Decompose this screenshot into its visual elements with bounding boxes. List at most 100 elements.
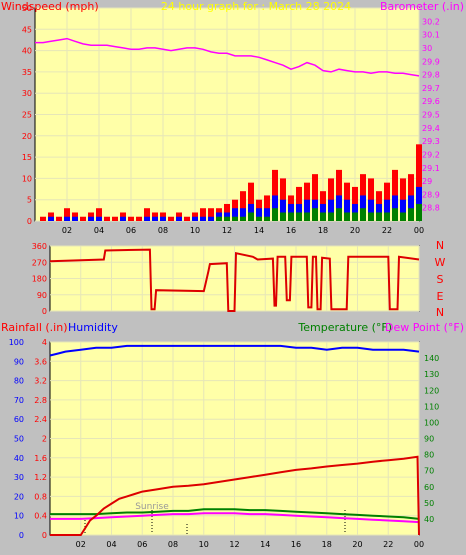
- wind-avg-bar: [344, 199, 350, 221]
- x-tick-label: 02: [62, 226, 72, 235]
- temperature-axis-title: Temperature (°F): [297, 321, 392, 334]
- wind-light-bar: [352, 212, 358, 221]
- x-tick-label: 00: [414, 226, 424, 235]
- panel3-x-ticks: 02 04 06 08 10 12 14 16 18 20 22 00: [76, 540, 424, 549]
- barometer-tick-label: 29.1: [422, 164, 440, 173]
- wind-gust-bar: [136, 216, 142, 221]
- rain-tick-label: 2.8: [34, 396, 47, 405]
- x-tick-label: 16: [286, 226, 296, 235]
- humidity-tick-label: 60: [14, 415, 24, 424]
- wind-gust-bar: [40, 216, 46, 221]
- direction-tick-label: 360: [32, 242, 47, 251]
- wind-avg-bar: [328, 199, 334, 221]
- wind-avg-bar: [208, 216, 214, 221]
- panel1-x-ticks: 02 04 06 08 10 12 14 16 18 20 22 00: [62, 226, 424, 235]
- barometer-tick-label: 29.9: [422, 57, 440, 66]
- wind-avg-bar: [304, 199, 310, 221]
- humidity-tick-label: 80: [14, 377, 24, 386]
- rain-tick-label: 4: [42, 338, 47, 347]
- x-tick-label: 16: [291, 540, 301, 549]
- x-tick-label: 06: [137, 540, 147, 549]
- wind-avg-bar: [72, 216, 78, 221]
- wind-light-bar: [296, 212, 302, 221]
- humidity-tick-label: 40: [14, 454, 24, 463]
- wind-avg-bar: [120, 216, 126, 221]
- temperature-tick-label: 60: [424, 483, 434, 492]
- wind-avg-bar: [368, 199, 374, 221]
- wind-avg-bar: [200, 216, 206, 221]
- dir-label-n-bottom: N: [436, 306, 444, 319]
- x-tick-label: 04: [94, 226, 104, 235]
- wind-direction-line: [49, 248, 420, 312]
- wind-light-bar: [256, 216, 262, 221]
- sunrise-label: Sunrise: [135, 502, 169, 512]
- wind-light-bar: [288, 212, 294, 221]
- rain-axis-ticks: 0 0.4 0.8 1.2 1.6 2 2.4 2.8 3.2 3.6 4: [34, 338, 47, 540]
- wind-gust-bar: [296, 186, 302, 221]
- wind-gust-bar: [112, 216, 118, 221]
- wind-light-bar: [224, 216, 230, 221]
- windspeed-tick-label: 45: [22, 25, 32, 34]
- direction-tick-label: 270: [32, 258, 47, 267]
- wind-avg-bar: [264, 208, 270, 221]
- humidity-tick-label: 10: [14, 512, 24, 521]
- humidity-axis-ticks: 0 10 20 30 40 50 60 70 80 90 100: [9, 338, 24, 540]
- wind-avg-bar: [152, 216, 158, 221]
- barometer-tick-label: 29.7: [422, 84, 440, 93]
- rain-tick-label: 2.4: [34, 415, 47, 424]
- wind-avg-bar: [240, 208, 246, 221]
- temperature-tick-label: 110: [424, 402, 439, 411]
- windspeed-axis-title: Windspeed (mph): [1, 0, 99, 13]
- rain-tick-label: 3.2: [34, 377, 47, 386]
- wind-gust-bar: [96, 208, 102, 221]
- wind-avg-bar: [400, 199, 406, 221]
- windspeed-tick-label: 20: [22, 132, 32, 141]
- wind-avg-bar: [256, 208, 262, 221]
- wind-gust-bar: [184, 216, 190, 221]
- wind-light-bar: [400, 212, 406, 221]
- x-tick-label: 22: [382, 226, 392, 235]
- x-tick-label: 04: [106, 540, 116, 549]
- wind-gust-bar: [128, 216, 134, 221]
- windspeed-tick-label: 0: [27, 217, 32, 226]
- rain-tick-label: 2: [42, 435, 47, 444]
- wind-gust-bar: [144, 208, 150, 221]
- barometer-tick-label: 29.6: [422, 97, 440, 106]
- barometer-tick-label: 29.3: [422, 137, 440, 146]
- humidity-tick-label: 30: [14, 473, 24, 482]
- wind-light-bar: [264, 216, 270, 221]
- barometer-tick-label: 30.2: [422, 17, 440, 26]
- rain-tick-label: 1.6: [34, 454, 47, 463]
- wind-avg-bar: [176, 216, 182, 221]
- temperature-tick-label: 130: [424, 370, 439, 379]
- wind-light-bar: [280, 212, 286, 221]
- rain-tick-label: 0: [42, 531, 47, 540]
- direction-labels: N W S E N: [435, 239, 446, 319]
- x-tick-label: 18: [318, 226, 328, 235]
- humidity-axis-title: Humidity: [68, 321, 118, 334]
- barometer-tick-label: 28.8: [422, 204, 440, 213]
- wind-gust-bar: [80, 216, 86, 221]
- barometer-tick-label: 28.9: [422, 190, 440, 199]
- wind-light-bar: [232, 216, 238, 221]
- wind-light-bar: [312, 208, 318, 221]
- x-tick-label: 18: [322, 540, 332, 549]
- temperature-tick-label: 90: [424, 435, 434, 444]
- wind-gust-bar: [240, 191, 246, 221]
- dir-label-w: W: [435, 256, 446, 269]
- dir-label-s: S: [437, 273, 444, 286]
- wind-gust-bar: [168, 216, 174, 221]
- barometer-axis-title: Barometer (.in): [380, 0, 464, 13]
- temperature-axis-ticks: 40 50 60 70 80 90 100 110 120 130 140: [424, 354, 439, 524]
- temperature-tick-label: 120: [424, 386, 439, 395]
- barometer-tick-label: 29.2: [422, 150, 440, 159]
- windspeed-tick-label: 15: [22, 153, 32, 162]
- x-tick-label: 14: [254, 226, 264, 235]
- wind-light-bar: [384, 212, 390, 221]
- rain-tick-label: 1.2: [34, 473, 47, 482]
- barometer-tick-label: 29.8: [422, 71, 440, 80]
- dewpoint-line: [50, 512, 420, 524]
- x-tick-label: 22: [383, 540, 393, 549]
- humidity-tick-label: 20: [14, 492, 24, 501]
- wind-light-bar: [416, 203, 422, 221]
